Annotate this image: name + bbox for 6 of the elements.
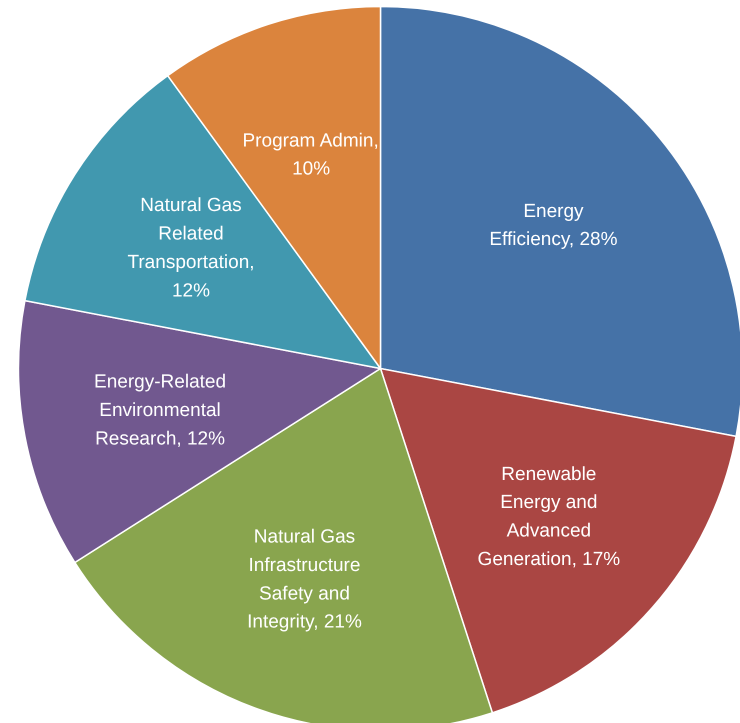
slice-label: Renewable Energy and Advanced Generation, 17% bbox=[478, 464, 620, 570]
slice-label: Program Admin, 10% bbox=[242, 130, 379, 180]
slice-label: Energy-Related Environmental Research, 12% bbox=[94, 372, 226, 450]
slice-label: Natural Gas Related Transportation, 12% bbox=[127, 195, 255, 302]
slice-label: Energy Efficiency, 28% bbox=[489, 200, 618, 250]
slice-label: Natural Gas Infrastructure Safety and Integrity, 21% bbox=[247, 526, 362, 633]
